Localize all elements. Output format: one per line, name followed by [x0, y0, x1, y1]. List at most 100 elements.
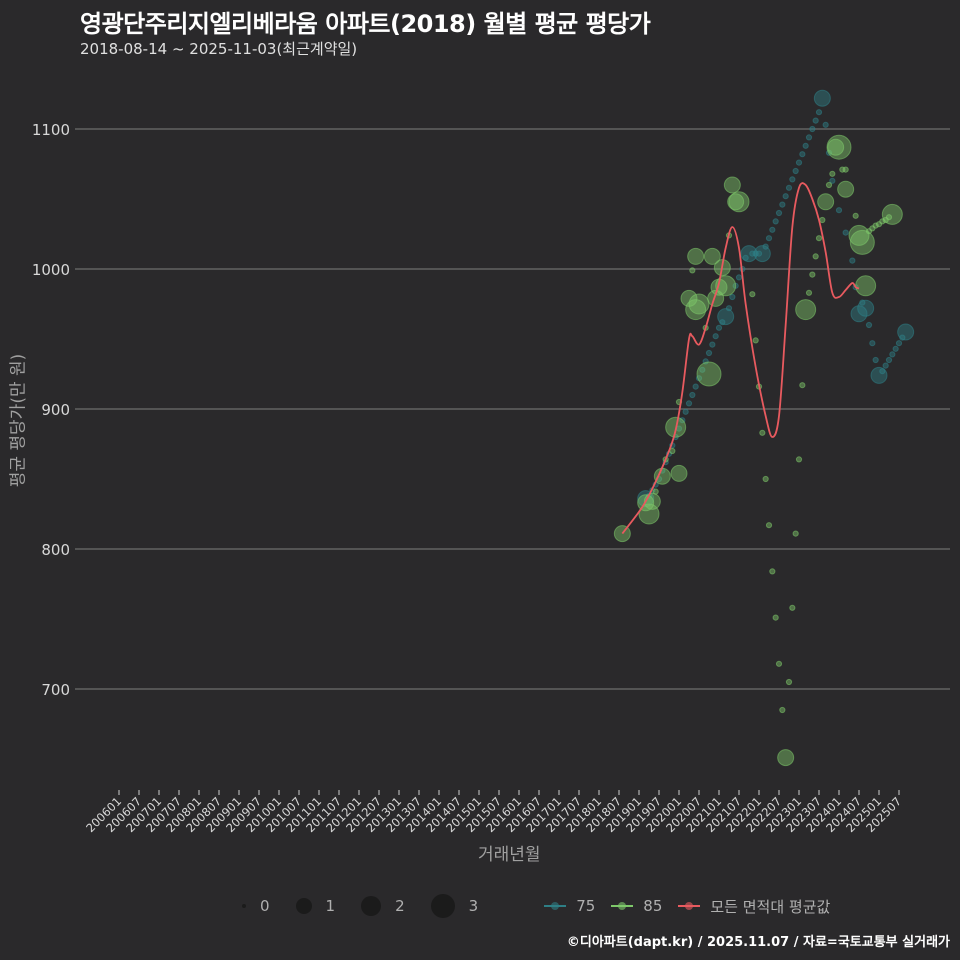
data-point[interactable]	[895, 340, 903, 347]
series-legend-item[interactable]: 모든 면적대 평균값	[678, 896, 830, 917]
data-point[interactable]	[842, 229, 849, 236]
data-point[interactable]	[762, 243, 769, 250]
data-point[interactable]	[727, 193, 745, 211]
data-point[interactable]	[682, 408, 689, 415]
data-point[interactable]	[725, 305, 733, 312]
data-point[interactable]	[835, 207, 843, 214]
data-point[interactable]	[852, 212, 859, 219]
data-point[interactable]	[792, 167, 799, 175]
data-point[interactable]	[842, 166, 849, 173]
data-point[interactable]	[755, 250, 763, 257]
data-point[interactable]	[870, 366, 888, 384]
data-point[interactable]	[882, 362, 889, 369]
data-point[interactable]	[735, 274, 743, 281]
data-point[interactable]	[813, 89, 831, 107]
data-point[interactable]	[769, 226, 776, 233]
data-point[interactable]	[785, 184, 793, 191]
data-point[interactable]	[889, 351, 896, 358]
data-point[interactable]	[812, 253, 819, 260]
data-point[interactable]	[689, 391, 696, 399]
data-point[interactable]	[795, 159, 803, 166]
data-point[interactable]	[652, 488, 659, 495]
data-point[interactable]	[792, 530, 799, 537]
data-point[interactable]	[817, 193, 835, 211]
data-point[interactable]	[765, 235, 773, 242]
data-point[interactable]	[799, 382, 806, 389]
data-point[interactable]	[687, 247, 705, 265]
data-point[interactable]	[688, 293, 710, 315]
data-point[interactable]	[789, 176, 796, 183]
data-point[interactable]	[799, 151, 806, 158]
data-point[interactable]	[762, 475, 769, 483]
series-legend-item[interactable]: 85	[611, 897, 662, 915]
data-point[interactable]	[696, 361, 722, 387]
data-point[interactable]	[822, 121, 829, 128]
data-point[interactable]	[709, 341, 716, 348]
data-point[interactable]	[670, 464, 688, 482]
data-point[interactable]	[699, 366, 706, 373]
data-point[interactable]	[815, 235, 823, 242]
data-point[interactable]	[795, 456, 803, 463]
data-point[interactable]	[759, 429, 766, 436]
data-point[interactable]	[653, 467, 671, 485]
data-point[interactable]	[752, 337, 759, 344]
data-point[interactable]	[772, 218, 779, 225]
data-point[interactable]	[885, 356, 893, 364]
data-point[interactable]	[815, 109, 823, 116]
data-point[interactable]	[805, 134, 813, 141]
data-point[interactable]	[723, 176, 741, 194]
data-point[interactable]	[837, 180, 855, 198]
data-point[interactable]	[879, 368, 886, 375]
data-point[interactable]	[789, 604, 796, 611]
data-point[interactable]	[825, 181, 833, 189]
data-point[interactable]	[829, 170, 836, 177]
data-point[interactable]	[802, 142, 809, 149]
data-point[interactable]	[881, 203, 903, 225]
data-point[interactable]	[819, 216, 826, 224]
data-point[interactable]	[779, 201, 786, 208]
data-point[interactable]	[785, 678, 793, 686]
data-point[interactable]	[715, 275, 737, 297]
data-point[interactable]	[717, 308, 735, 326]
data-point[interactable]	[849, 229, 875, 255]
data-point[interactable]	[769, 568, 776, 575]
data-point[interactable]	[827, 138, 845, 156]
data-point[interactable]	[872, 222, 879, 229]
data-point[interactable]	[689, 267, 696, 274]
data-point[interactable]	[705, 349, 713, 357]
data-point[interactable]	[829, 177, 836, 184]
data-point[interactable]	[779, 706, 786, 714]
data-point[interactable]	[826, 134, 852, 160]
data-point[interactable]	[782, 193, 789, 200]
data-point[interactable]	[857, 299, 875, 317]
data-point[interactable]	[812, 117, 819, 124]
data-point[interactable]	[643, 492, 661, 510]
data-point[interactable]	[897, 323, 915, 341]
data-point[interactable]	[740, 245, 758, 263]
data-point[interactable]	[892, 345, 899, 352]
data-point[interactable]	[855, 275, 877, 297]
data-point[interactable]	[765, 522, 773, 529]
data-point[interactable]	[729, 293, 736, 301]
data-point[interactable]	[692, 383, 699, 390]
data-point[interactable]	[795, 299, 817, 321]
data-point[interactable]	[772, 614, 779, 621]
data-point[interactable]	[715, 324, 723, 331]
data-point[interactable]	[809, 125, 816, 133]
data-point[interactable]	[777, 749, 795, 767]
data-point[interactable]	[685, 299, 707, 321]
data-point[interactable]	[885, 214, 893, 221]
data-point[interactable]	[685, 400, 693, 407]
data-point[interactable]	[849, 257, 856, 264]
data-point[interactable]	[775, 209, 783, 217]
data-point[interactable]	[869, 340, 876, 347]
data-point[interactable]	[872, 356, 879, 364]
series-legend-item[interactable]: 75	[544, 897, 595, 915]
data-point[interactable]	[703, 247, 721, 265]
data-point[interactable]	[728, 191, 750, 213]
data-point[interactable]	[775, 660, 783, 667]
data-point[interactable]	[850, 305, 868, 323]
data-point[interactable]	[712, 333, 719, 340]
data-point[interactable]	[865, 321, 873, 329]
data-point[interactable]	[809, 271, 816, 278]
